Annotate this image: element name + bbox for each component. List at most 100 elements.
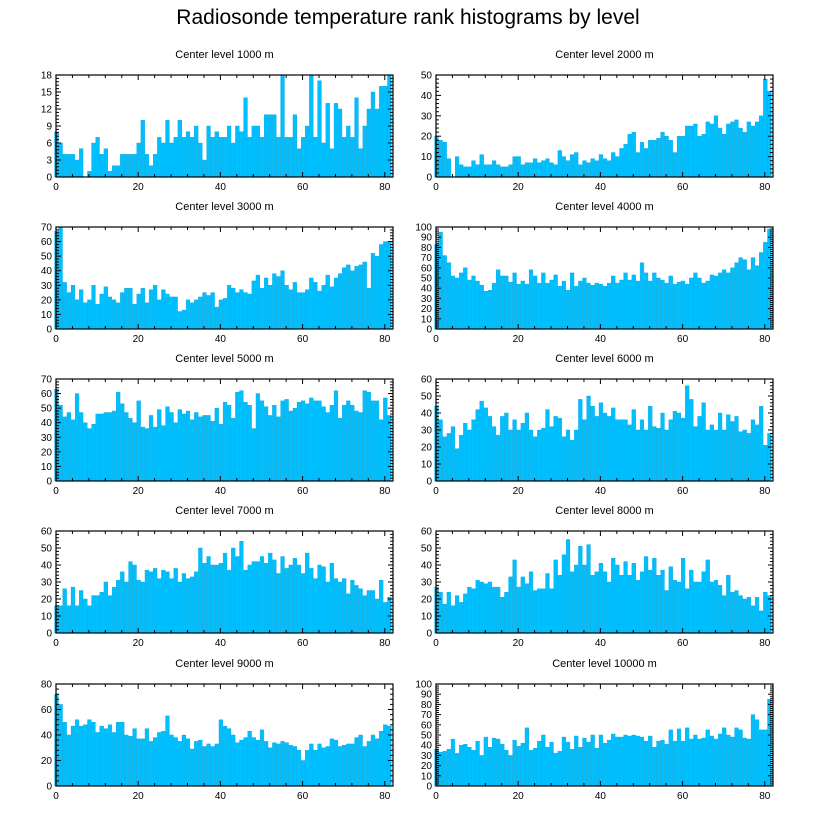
histogram-bar — [239, 390, 244, 482]
histogram-bar — [512, 559, 517, 634]
histogram-bar — [557, 417, 562, 482]
histogram-bar — [173, 296, 178, 330]
histogram-bar — [528, 162, 534, 178]
histogram-bar — [181, 137, 186, 178]
histogram-bar — [602, 742, 608, 787]
x-tick-label: 60 — [297, 182, 309, 193]
histogram-bar — [508, 755, 513, 787]
histogram-bar — [623, 272, 628, 330]
histogram-bar — [276, 416, 281, 482]
histogram-bar — [697, 738, 702, 787]
histogram-bar — [537, 740, 542, 787]
histogram-bar — [590, 734, 595, 787]
histogram-bar — [652, 140, 657, 178]
histogram-bar — [157, 299, 162, 330]
histogram-bar — [354, 410, 359, 482]
histogram-bar — [709, 424, 714, 482]
histogram-bar — [374, 400, 380, 482]
histogram-bar — [561, 436, 566, 482]
histogram-bar — [491, 586, 497, 634]
histogram-bar — [623, 561, 628, 634]
histogram-bar — [598, 283, 603, 330]
y-tick-label: 40 — [421, 284, 433, 295]
histogram-bar — [570, 440, 575, 482]
histogram-bar — [734, 119, 739, 178]
histogram-bar — [524, 412, 530, 482]
histogram-bar — [742, 429, 747, 482]
histogram-bar — [594, 571, 599, 634]
histogram-bar — [639, 736, 645, 787]
histogram-bar — [128, 418, 133, 482]
histogram-bar — [169, 296, 174, 330]
histogram-bar — [309, 568, 314, 634]
histogram-bar — [644, 148, 649, 178]
histogram-bar — [664, 135, 669, 178]
x-tick-label: 20 — [133, 791, 145, 802]
histogram-bar — [342, 578, 347, 634]
histogram-bar — [206, 556, 211, 634]
histogram-bar — [292, 558, 297, 634]
histogram-bar — [512, 156, 517, 178]
histogram-bar — [227, 125, 232, 178]
histogram-bar — [313, 137, 318, 178]
histogram-bar — [251, 125, 256, 178]
plot-frame — [55, 378, 394, 482]
histogram-bar — [500, 743, 505, 787]
histogram-bar — [190, 302, 195, 330]
histogram-bar — [268, 552, 273, 634]
histogram-bar — [243, 97, 248, 178]
histogram-bar — [467, 586, 472, 634]
histogram-bar — [697, 135, 702, 178]
histogram-bar — [165, 120, 170, 178]
histogram-bar — [680, 135, 686, 178]
histogram-bar — [153, 568, 158, 634]
histogram-bar — [738, 127, 743, 178]
histogram-bar — [62, 416, 67, 482]
histogram-bar — [276, 743, 281, 787]
y-tick-label: 40 — [421, 91, 433, 102]
y-tick-label: 40 — [41, 561, 53, 572]
histogram-bar — [483, 407, 488, 482]
histogram-bar — [185, 299, 191, 330]
histogram-bar — [235, 556, 240, 634]
histogram-bar — [672, 283, 677, 330]
histogram-bar — [337, 418, 343, 482]
histogram-bar — [259, 556, 265, 634]
histogram-bar — [471, 419, 476, 482]
histogram-bar — [697, 581, 702, 634]
histogram-bar — [450, 275, 456, 330]
histogram-bar — [116, 722, 121, 787]
histogram-bar — [148, 165, 154, 178]
histogram-bar — [680, 280, 686, 330]
histogram-bar — [74, 159, 80, 178]
histogram-bar — [598, 402, 603, 482]
panel-title: Center level 10000 m — [552, 658, 657, 670]
histogram-bar — [639, 419, 645, 482]
histogram-bar — [140, 288, 145, 330]
histogram-bar — [337, 746, 343, 787]
y-tick-label: 40 — [41, 266, 53, 277]
histogram-bar — [648, 735, 653, 787]
histogram-bar — [190, 748, 195, 787]
histogram-bar — [459, 272, 464, 330]
histogram-bar — [342, 267, 347, 330]
histogram-bar — [491, 282, 497, 330]
histogram-bar — [309, 397, 314, 482]
histogram-bar — [128, 561, 133, 634]
histogram-bar — [516, 283, 521, 330]
histogram-bar — [471, 275, 476, 330]
histogram-bar — [379, 730, 384, 787]
histogram-bar — [132, 564, 137, 634]
histogram-bar — [313, 750, 318, 787]
histogram-bar — [504, 275, 509, 330]
histogram-bar — [483, 291, 488, 330]
histogram-bar — [483, 164, 488, 178]
histogram-bar — [644, 429, 649, 482]
histogram-bar — [705, 429, 710, 482]
histogram-bar — [717, 733, 723, 787]
histogram-bar — [276, 276, 281, 330]
histogram-bar — [70, 419, 76, 482]
histogram-bar — [83, 724, 88, 787]
histogram-bar — [321, 285, 326, 330]
x-tick-label: 0 — [53, 182, 59, 193]
